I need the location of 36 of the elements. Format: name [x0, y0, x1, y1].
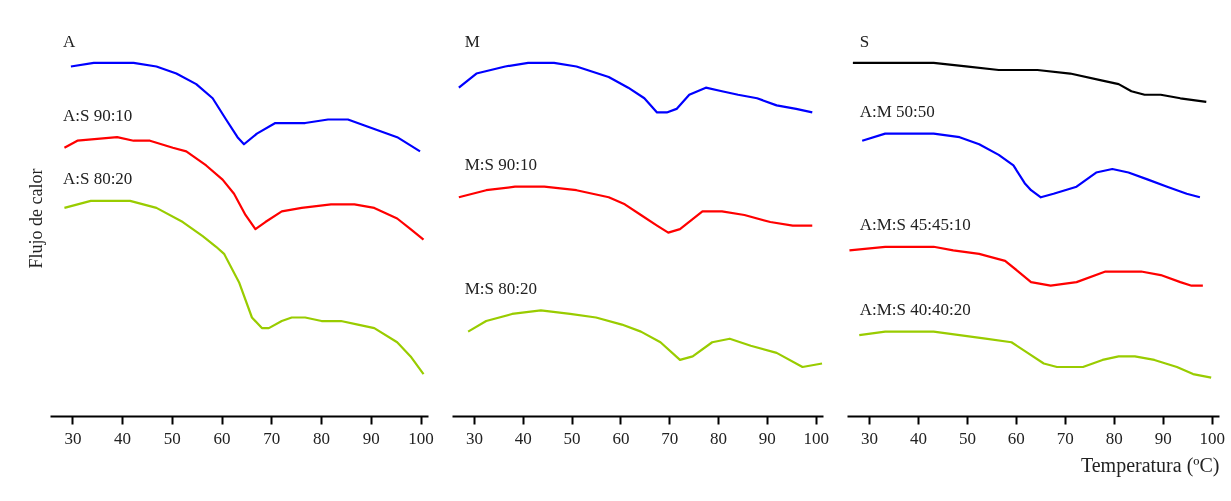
x-tick-label: 40: [909, 428, 927, 448]
x-tick-label: 30: [465, 428, 483, 448]
x-tick-label: 90: [758, 428, 776, 448]
x-tick-label: 60: [612, 428, 630, 448]
series-label: A:M:S 45:45:10: [859, 215, 971, 235]
x-tick-label: 90: [1154, 428, 1172, 448]
x-tick-label: 50: [163, 428, 181, 448]
series-label: M: [464, 31, 480, 51]
x-tick-label: 70: [263, 428, 281, 448]
series-label: A:M:S 40:40:20: [859, 300, 971, 320]
x-tick-label: 80: [313, 428, 331, 448]
x-tick-label: 40: [114, 428, 132, 448]
series-label: A:S 80:20: [62, 169, 133, 189]
series-label: M:S 90:10: [464, 155, 537, 175]
series-label: A:S 90:10: [62, 105, 133, 125]
x-tick-label: 40: [514, 428, 532, 448]
x-tick-label: 60: [1007, 428, 1025, 448]
x-tick-label: 90: [362, 428, 380, 448]
series-label: A:M 50:50: [859, 102, 935, 122]
x-tick-label: 100: [408, 428, 434, 448]
x-tick-label: 50: [958, 428, 976, 448]
x-tick-label: 30: [861, 428, 879, 448]
x-tick-label: 70: [1056, 428, 1074, 448]
x-tick-label: 100: [1199, 428, 1225, 448]
y-axis-title: Flujo de calor: [25, 168, 46, 269]
x-tick-label: 60: [213, 428, 231, 448]
x-tick-label: 50: [563, 428, 581, 448]
x-axis-title: Temperatura (ºC): [1080, 453, 1220, 477]
x-tick-label: 30: [64, 428, 82, 448]
x-tick-label: 80: [710, 428, 728, 448]
x-tick-label: 100: [803, 428, 829, 448]
x-tick-label: 70: [661, 428, 679, 448]
x-tick-label: 80: [1105, 428, 1123, 448]
series-label: A: [62, 31, 76, 51]
series-label: S: [859, 31, 870, 51]
series-label: M:S 80:20: [464, 279, 537, 299]
